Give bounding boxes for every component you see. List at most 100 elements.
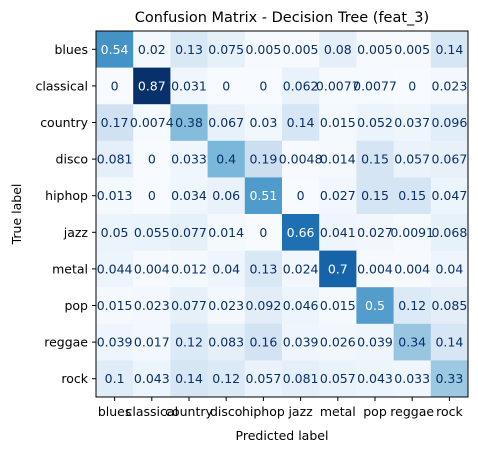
cell-value-label: 0.12 bbox=[175, 335, 203, 350]
cell-value-label: 0.15 bbox=[361, 152, 389, 167]
cell-value-label: 0.085 bbox=[432, 298, 468, 313]
heatmap-cell bbox=[430, 140, 469, 178]
cell-value-label: 0.38 bbox=[175, 115, 203, 130]
cell-value-label: 0.013 bbox=[97, 188, 133, 203]
heatmap-cell bbox=[282, 104, 320, 142]
cell-value-label: 0.023 bbox=[432, 78, 468, 93]
cell-value-label: 0.014 bbox=[320, 152, 356, 167]
heatmap-cell bbox=[244, 360, 283, 398]
heatmap-cell bbox=[393, 67, 432, 105]
cell-value-label: 0.0074 bbox=[130, 115, 174, 130]
heatmap-cell bbox=[356, 104, 395, 142]
cell-value-label: 0.05 bbox=[101, 225, 129, 240]
cell-value-label: 0.15 bbox=[398, 188, 426, 203]
heatmap-cell bbox=[319, 360, 357, 398]
cell-value-label: 0.0077 bbox=[316, 78, 360, 93]
heatmap-cell bbox=[282, 323, 320, 361]
cell-value-label: 0.004 bbox=[394, 261, 430, 276]
heatmap-cell bbox=[133, 214, 171, 252]
heatmap-cell bbox=[319, 140, 357, 178]
heatmap-cell bbox=[356, 287, 395, 325]
heatmap-cells bbox=[96, 31, 469, 398]
x-tick-label: blues bbox=[98, 404, 132, 419]
heatmap-cell bbox=[244, 177, 283, 215]
heatmap-cell bbox=[430, 104, 469, 142]
cell-value-label: 0.081 bbox=[283, 371, 319, 386]
x-tick-label: pop bbox=[363, 404, 387, 419]
y-tick-label: reggae bbox=[44, 335, 88, 350]
heatmap-cell bbox=[170, 104, 209, 142]
heatmap-cell bbox=[282, 250, 320, 288]
heatmap-cell bbox=[393, 360, 432, 398]
y-tick-label: blues bbox=[54, 42, 88, 57]
cell-value-label: 0.092 bbox=[246, 298, 282, 313]
cell-value-label: 0.06 bbox=[212, 188, 240, 203]
x-tick-label: disco bbox=[210, 404, 242, 419]
cell-value-label: 0.14 bbox=[435, 42, 463, 57]
cell-value-label: 0.4 bbox=[216, 152, 236, 167]
cell-value-label: 0.005 bbox=[246, 42, 282, 57]
y-tick-label: metal bbox=[52, 261, 88, 276]
heatmap-cell bbox=[244, 140, 283, 178]
cell-value-label: 0.16 bbox=[249, 335, 277, 350]
cell-value-label: 0 bbox=[222, 78, 230, 93]
cell-value-label: 0.037 bbox=[394, 115, 430, 130]
cell-value-label: 0 bbox=[111, 78, 119, 93]
cell-value-label: 0.047 bbox=[432, 188, 468, 203]
cell-value-label: 0.044 bbox=[97, 261, 133, 276]
x-tick-label: hiphop bbox=[242, 404, 285, 419]
cell-value-label: 0.14 bbox=[175, 371, 203, 386]
cell-value-label: 0 bbox=[259, 78, 267, 93]
cell-value-label: 0.046 bbox=[283, 298, 319, 313]
heatmap-cell bbox=[430, 250, 469, 288]
cell-value-label: 0.015 bbox=[320, 298, 356, 313]
heatmap-cell bbox=[207, 287, 246, 325]
cell-value-label: 0.005 bbox=[357, 42, 393, 57]
heatmap-cell bbox=[430, 214, 469, 252]
heatmap-cell bbox=[170, 250, 209, 288]
cell-value-labels: 0.54 0.02 0.13 0.075 0.005 0.005 0.08 0.005 0.00… bbox=[97, 42, 468, 386]
heatmap-cell bbox=[96, 177, 134, 215]
heatmap-cell bbox=[244, 250, 283, 288]
heatmap-cell bbox=[282, 67, 320, 105]
cell-value-label: 0.34 bbox=[398, 335, 426, 350]
heatmap-cell bbox=[133, 31, 171, 69]
heatmap-cell bbox=[430, 67, 469, 105]
cell-value-label: 0.026 bbox=[320, 335, 356, 350]
cell-value-label: 0 bbox=[297, 188, 305, 203]
heatmap-cell bbox=[393, 140, 432, 178]
heatmap-cell bbox=[170, 360, 209, 398]
heatmap-cell bbox=[393, 104, 432, 142]
x-tick-label: jazz bbox=[287, 404, 313, 419]
heatmap-cell bbox=[207, 140, 246, 178]
heatmap-cell bbox=[170, 177, 209, 215]
heatmap-cell bbox=[282, 177, 320, 215]
heatmap-cell bbox=[319, 323, 357, 361]
heatmap-cell bbox=[96, 104, 134, 142]
x-tick-label: rock bbox=[436, 404, 463, 419]
cell-value-label: 0.023 bbox=[208, 298, 244, 313]
cell-value-label: 0.54 bbox=[101, 42, 129, 57]
cell-value-label: 0.87 bbox=[138, 78, 166, 93]
cell-value-label: 0.66 bbox=[287, 225, 315, 240]
y-axis-label: True label bbox=[9, 184, 24, 246]
heatmap-cell bbox=[356, 214, 395, 252]
cell-value-label: 0 bbox=[408, 78, 416, 93]
heatmap-cell bbox=[356, 140, 395, 178]
heatmap-cell bbox=[319, 104, 357, 142]
heatmap-cell bbox=[207, 214, 246, 252]
heatmap-cell bbox=[133, 67, 171, 105]
cell-value-label: 0.077 bbox=[171, 225, 207, 240]
cell-value-label: 0.024 bbox=[283, 261, 319, 276]
cell-value-label: 0.005 bbox=[283, 42, 319, 57]
cell-value-label: 0.02 bbox=[138, 42, 166, 57]
cell-value-label: 0.068 bbox=[432, 225, 468, 240]
heatmap-cell bbox=[207, 250, 246, 288]
heatmap-cell bbox=[356, 323, 395, 361]
cell-value-label: 0.14 bbox=[435, 335, 463, 350]
cell-value-label: 0.067 bbox=[208, 115, 244, 130]
heatmap-cell bbox=[319, 67, 357, 105]
cell-value-label: 0 bbox=[148, 188, 156, 203]
heatmap-cell bbox=[356, 250, 395, 288]
